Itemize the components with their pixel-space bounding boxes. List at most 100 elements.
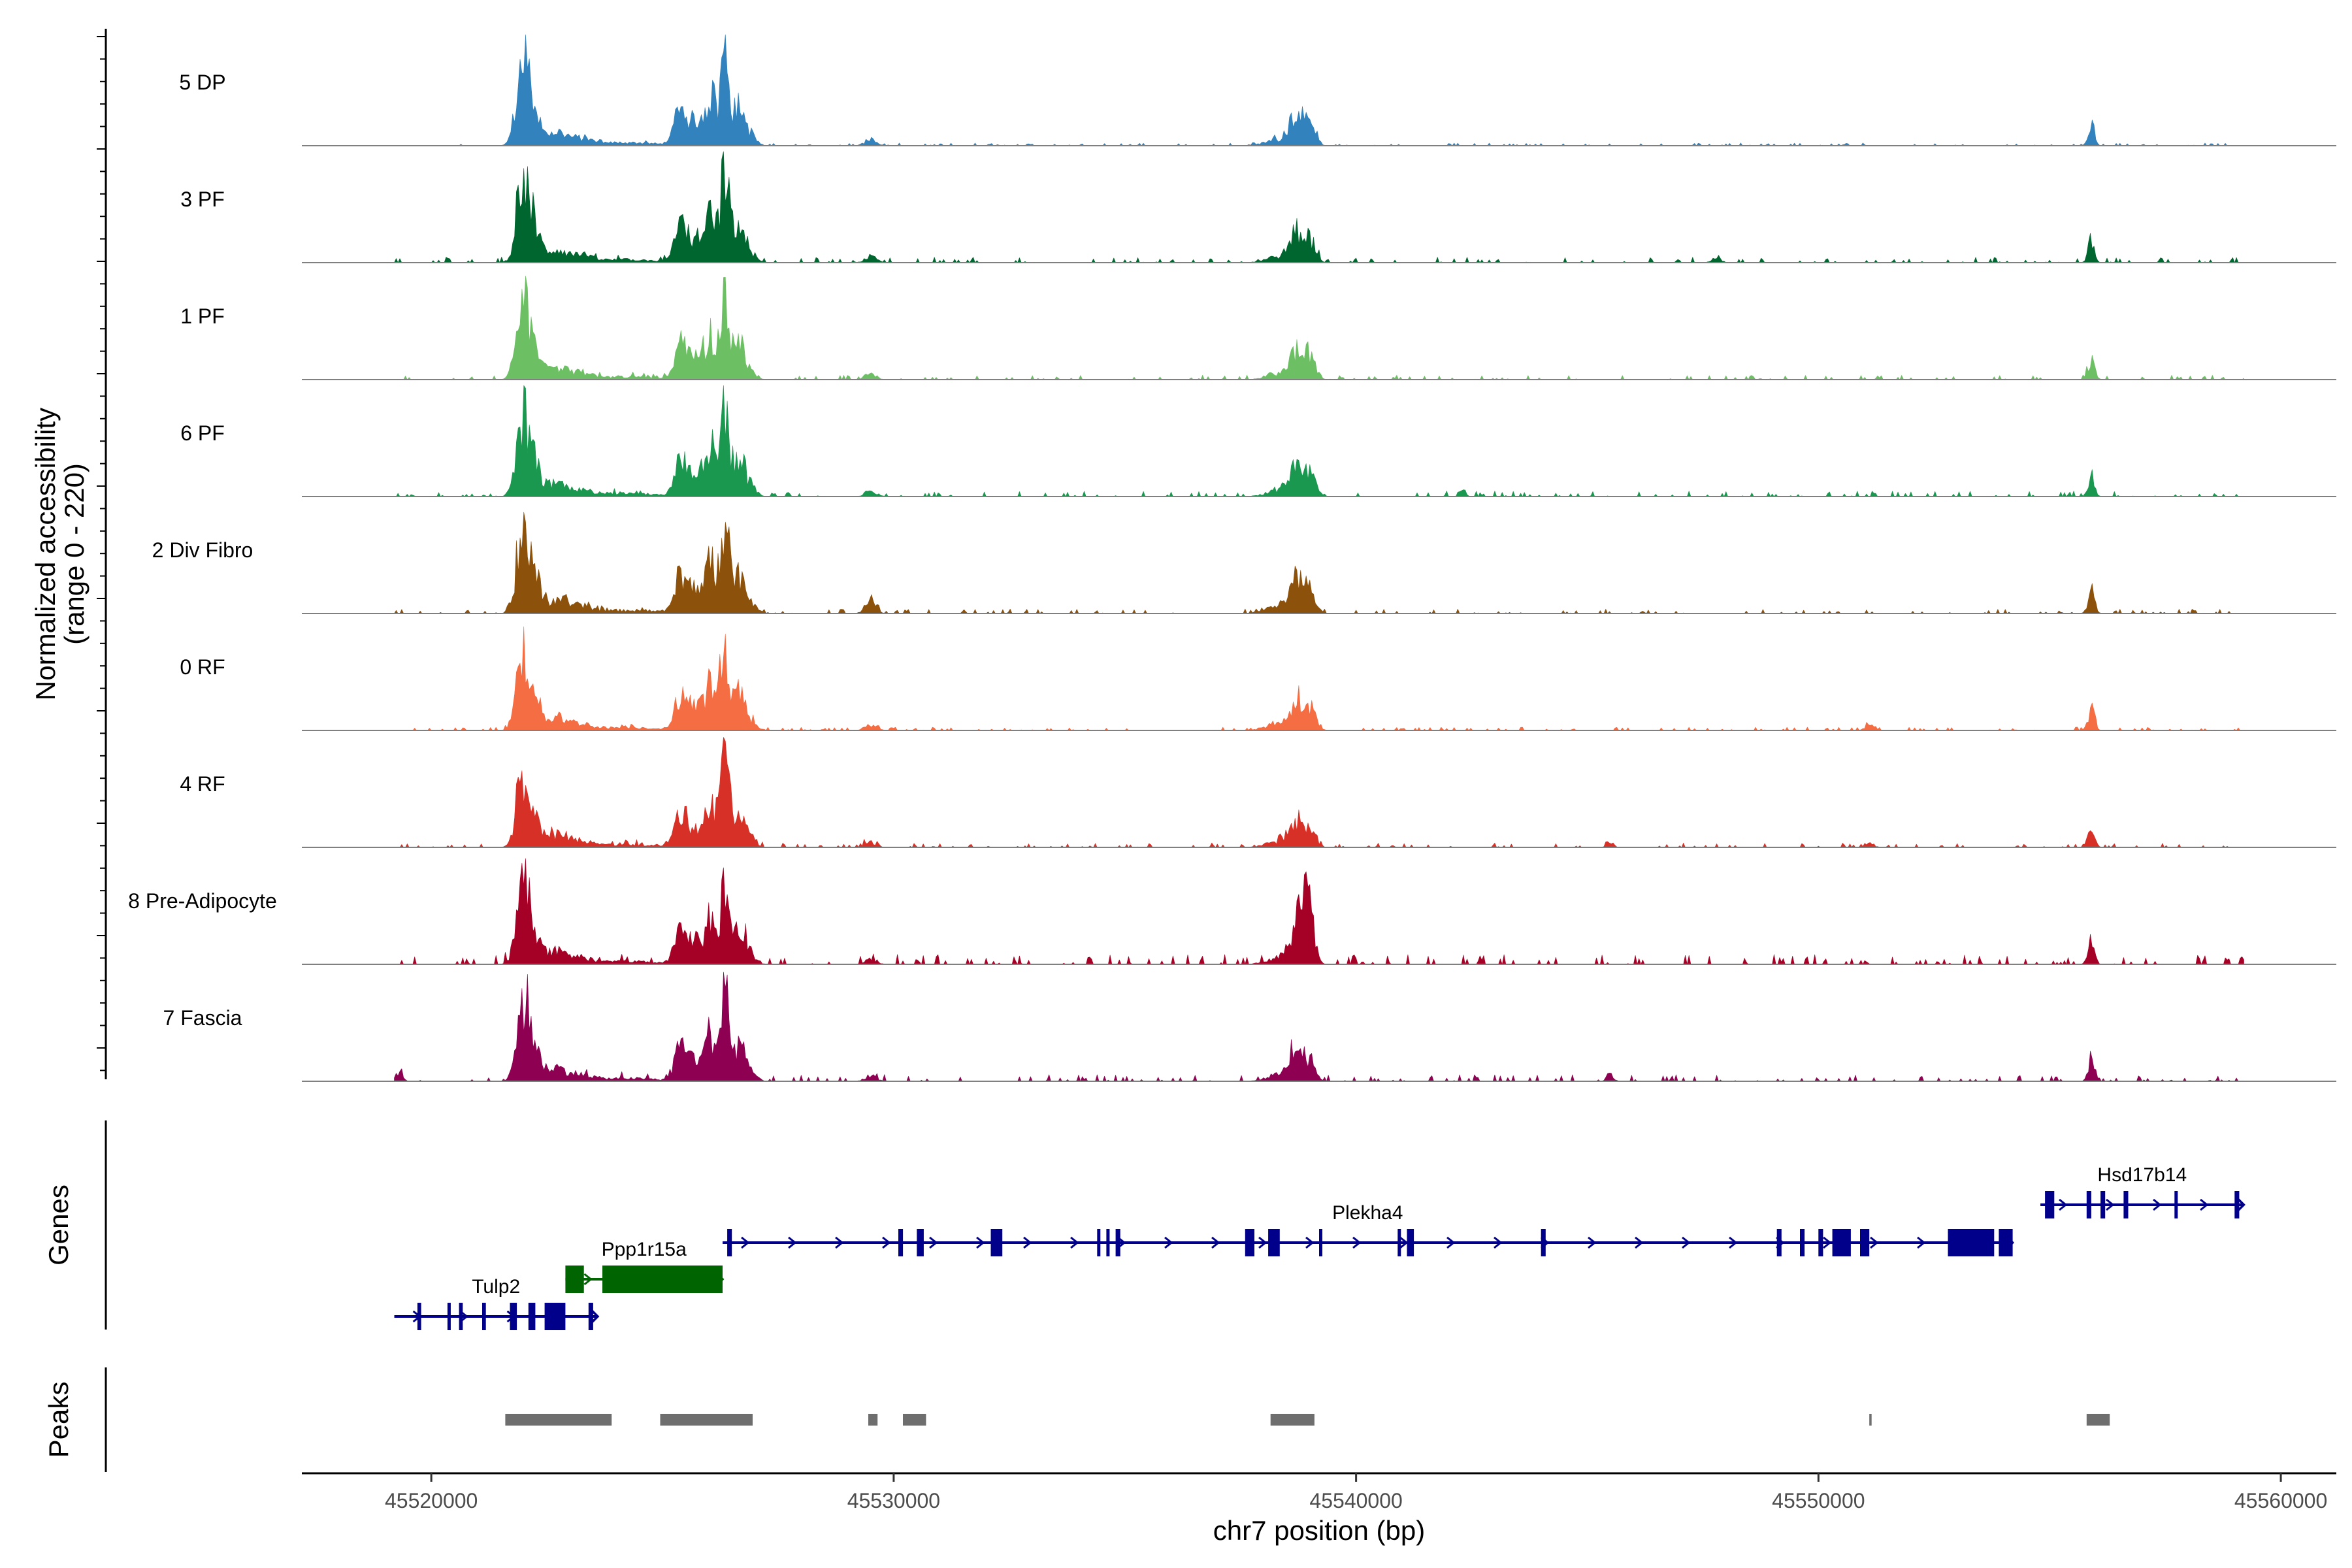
peak-region: [903, 1414, 926, 1426]
track-6-pf: 6 PF: [180, 385, 2336, 497]
strand-arrow: [1729, 1236, 1738, 1249]
strand-arrow: [583, 1273, 593, 1286]
exon-block: [1319, 1229, 1322, 1256]
gene-hsd17b14: Hsd17b14: [2040, 1164, 2246, 1218]
exon-block: [510, 1303, 517, 1330]
track-4-rf: 4 RF: [180, 737, 2336, 848]
peak-region: [868, 1414, 878, 1426]
exon-block: [1999, 1229, 2013, 1256]
gene-plekha4: Plekha4: [723, 1202, 2015, 1256]
x-tick-label: 45550000: [1772, 1489, 1865, 1512]
coverage-area: [394, 34, 2244, 146]
exon-block: [459, 1303, 463, 1330]
coverage-y-axis-subtitle: (range 0 - 220): [59, 463, 90, 645]
x-tick-label: 45540000: [1309, 1489, 1402, 1512]
strand-arrow: [2106, 1198, 2115, 1211]
track-3-pf: 3 PF: [180, 151, 2336, 263]
coverage-area: [394, 151, 2244, 263]
exon-block: [917, 1229, 924, 1256]
peak-regions: [505, 1414, 2110, 1426]
strand-arrow: [1211, 1236, 1220, 1249]
exon-block: [1776, 1229, 1782, 1256]
strand-arrow: [1164, 1236, 1173, 1249]
exon-block: [2234, 1191, 2240, 1218]
coverage-area: [394, 626, 2244, 731]
gene-label: Hsd17b14: [2097, 1164, 2187, 1186]
track-2-div-fibro: 2 Div Fibro: [152, 512, 2336, 614]
strand-arrow: [1070, 1236, 1079, 1249]
exon-block: [727, 1229, 732, 1256]
gene-ppp1r15a: Ppp1r15a: [565, 1239, 725, 1293]
strand-arrow: [1446, 1236, 1456, 1249]
exon-block: [528, 1303, 536, 1330]
exon-block: [482, 1303, 486, 1330]
coverage-area: [394, 737, 2244, 848]
track-0-rf: 0 RF: [180, 626, 2336, 731]
x-axis-title: chr7 position (bp): [1213, 1515, 1426, 1546]
exon-block: [1397, 1229, 1401, 1256]
x-tick-label: 45530000: [847, 1489, 940, 1512]
strand-arrow: [2153, 1198, 2162, 1211]
coverage-area: [394, 858, 2244, 965]
peak-region: [2086, 1414, 2110, 1426]
genes-panel-title: Genes: [43, 1184, 74, 1266]
exon-block: [1268, 1229, 1280, 1256]
track-label: 8 Pre-Adipocyte: [128, 889, 277, 913]
track-8-pre-adipocyte: 8 Pre-Adipocyte: [128, 858, 2336, 965]
track-label: 6 PF: [180, 421, 225, 445]
peaks-panel-title: Peaks: [43, 1382, 74, 1458]
strand-arrow: [1635, 1236, 1644, 1249]
exon-block: [1860, 1229, 1870, 1256]
exon-block: [990, 1229, 1003, 1256]
exon-block: [1818, 1229, 1823, 1256]
exon-block: [1245, 1229, 1254, 1256]
coverage-area: [394, 512, 2244, 614]
exon-block: [898, 1229, 904, 1256]
gene-label: Plekha4: [1332, 1202, 1403, 1224]
strand-arrow: [882, 1236, 891, 1249]
exon-block: [1097, 1229, 1101, 1256]
strand-arrow: [929, 1236, 938, 1249]
track-1-pf: 1 PF: [180, 276, 2336, 380]
strand-arrow: [1682, 1236, 1691, 1249]
exon-block: [1832, 1229, 1851, 1256]
exon-block: [602, 1266, 723, 1293]
exon-block: [447, 1303, 451, 1330]
strand-arrow: [1917, 1236, 1926, 1249]
x-tick-label: 45560000: [2234, 1489, 2327, 1512]
exon-block: [2045, 1191, 2055, 1218]
strand-arrow: [2059, 1198, 2068, 1211]
track-label: 4 RF: [180, 772, 225, 796]
strand-arrow: [976, 1236, 985, 1249]
exon-block: [417, 1303, 421, 1330]
track-label: 7 Fascia: [163, 1006, 242, 1030]
track-label: 2 Div Fibro: [152, 538, 253, 562]
track-label: 5 DP: [179, 71, 225, 94]
gene-label: Tulp2: [472, 1276, 520, 1298]
track-7-fascia: 7 Fascia: [163, 972, 2336, 1082]
peak-region: [1270, 1414, 1315, 1426]
peak-region: [660, 1414, 753, 1426]
track-label: 3 PF: [180, 188, 225, 211]
exon-block: [565, 1266, 584, 1293]
exon-block: [1541, 1229, 1546, 1256]
peak-region: [1869, 1414, 1872, 1426]
strand-arrow: [1588, 1236, 1597, 1249]
strand-arrow: [741, 1236, 750, 1249]
exon-block: [2100, 1191, 2106, 1218]
coverage-area: [394, 972, 2244, 1082]
track-label: 0 RF: [180, 655, 225, 679]
coverage-tracks: 5 DP 3 PF 1 PF 6 PF 2 Div Fibro 0 RF 4 RF 8 Pre…: [128, 34, 2336, 1082]
track-label: 1 PF: [180, 304, 225, 328]
exon-block: [1407, 1229, 1414, 1256]
strand-arrow: [1399, 1236, 1409, 1249]
exon-block: [1948, 1229, 1995, 1256]
strand-arrow: [2200, 1198, 2209, 1211]
exon-block: [2174, 1191, 2178, 1218]
track-5-dp: 5 DP: [179, 34, 2336, 146]
gene-tulp2: Tulp2: [394, 1276, 600, 1330]
coverage-y-axis-ticks: [97, 36, 106, 1071]
gene-annotations: Tulp2 Ppp1r15a Plekha4 Hsd17b14: [394, 1164, 2246, 1330]
strand-arrow: [1305, 1236, 1315, 1249]
